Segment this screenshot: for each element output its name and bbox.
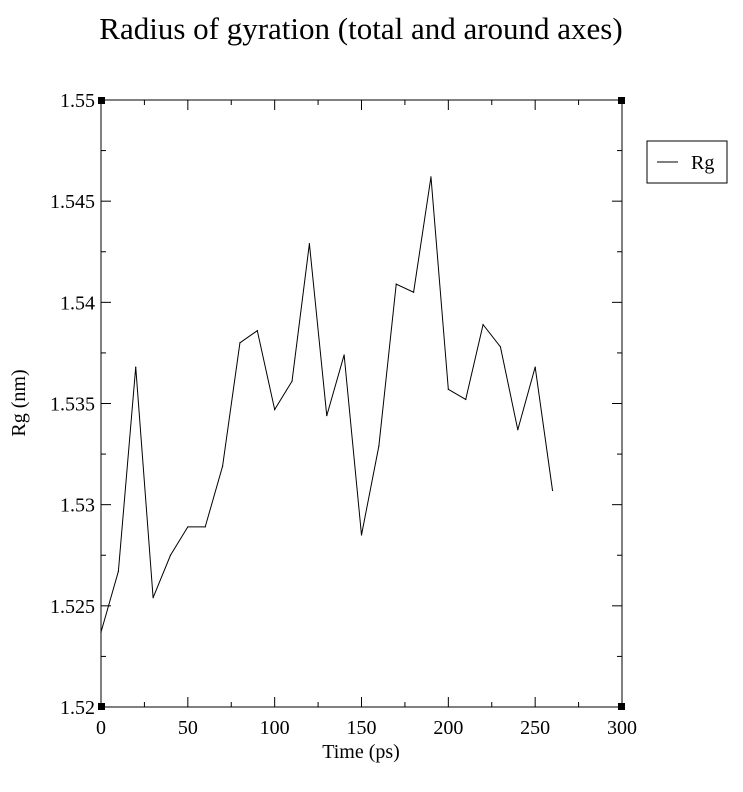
data-point-rg [517, 429, 519, 431]
data-point-rg [221, 465, 224, 467]
x-tick-label: 0 [96, 717, 106, 739]
corner-marker-top-left [98, 97, 105, 104]
chart-title: Radius of gyration (total and around axe… [99, 11, 622, 46]
data-point-rg [395, 283, 397, 285]
legend-label-rg: Rg [691, 152, 714, 174]
y-tick-label: 1.525 [50, 596, 95, 618]
data-point-rg [135, 366, 137, 368]
legend: Rg [646, 140, 728, 184]
y-axis-label: Rg (nm) [8, 369, 30, 436]
data-point-rg [360, 534, 363, 536]
y-tick-label: 1.545 [50, 191, 95, 213]
y-tick-label: 1.52 [60, 697, 95, 719]
data-point-rg [343, 354, 345, 356]
x-tick-label: 100 [260, 717, 290, 739]
data-point-rg [204, 526, 206, 528]
data-point-rg [274, 408, 276, 411]
corner-markers [98, 97, 625, 710]
data-point-rg [430, 176, 432, 178]
data-point-rg [499, 346, 502, 348]
corner-marker-bottom-right [618, 703, 625, 710]
data-point-rg [100, 631, 102, 633]
data-point-rg [169, 554, 172, 556]
x-axis: 0 50 100 150 200 250 300 [96, 100, 637, 739]
plot-frame [100, 99, 623, 708]
data-point-rg [551, 489, 554, 492]
data-point-rg [291, 380, 293, 382]
data-point-rg [152, 597, 154, 599]
data-point-rg [239, 342, 241, 344]
series-points-rg [100, 176, 554, 633]
x-axis-label: Time (ps) [322, 741, 400, 763]
data-point-rg [378, 445, 380, 447]
data-point-rg [465, 398, 467, 401]
x-tick-label: 300 [607, 717, 637, 739]
y-axis: 1.52 1.525 1.53 1.535 1.54 1.545 1.55 [50, 90, 622, 719]
data-point-rg [308, 243, 310, 245]
x-tick-label: 200 [433, 717, 463, 739]
data-point-rg [447, 388, 449, 390]
x-tick-label: 50 [178, 717, 198, 739]
data-point-rg [117, 570, 119, 573]
data-point-rg [326, 415, 328, 417]
data-point-rg [256, 330, 258, 332]
x-tick-label: 150 [347, 717, 377, 739]
corner-marker-bottom-left [98, 703, 105, 710]
y-tick-label: 1.53 [60, 495, 95, 517]
data-point-rg [413, 291, 415, 293]
y-tick-label: 1.535 [50, 394, 95, 416]
x-tick-label: 250 [520, 717, 550, 739]
data-point-rg [534, 366, 536, 368]
y-tick-label: 1.54 [60, 292, 95, 314]
series-line-rg [100, 176, 554, 633]
data-point-rg [482, 323, 484, 326]
data-point-rg [187, 526, 189, 528]
y-tick-label: 1.55 [60, 90, 95, 112]
corner-marker-top-right [618, 97, 625, 104]
